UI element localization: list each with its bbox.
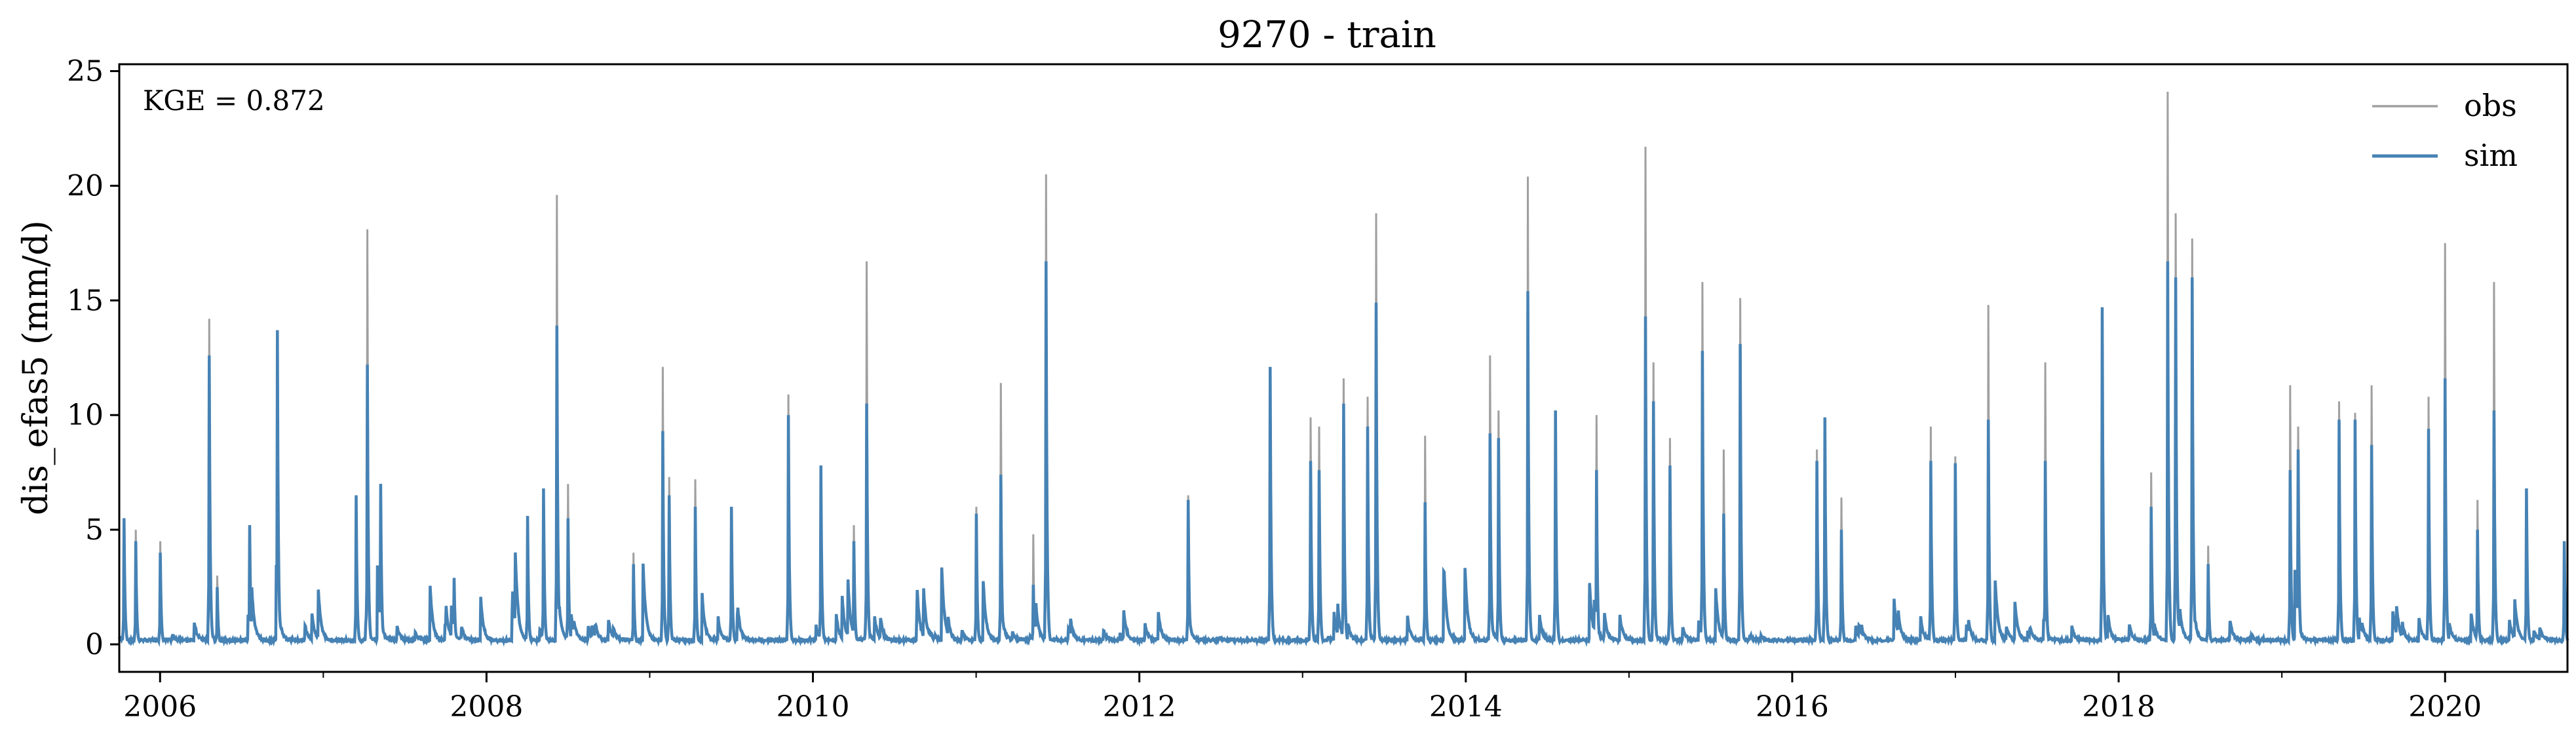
plot-area xyxy=(117,63,2569,673)
x-tick-label: 2010 xyxy=(777,690,850,724)
x-tick-label: 2016 xyxy=(1756,690,1829,724)
x-tick-label: 2006 xyxy=(123,690,197,724)
legend: obs sim xyxy=(2372,88,2518,173)
legend-obs-label: obs xyxy=(2464,88,2517,123)
y-tick-label: 25 xyxy=(67,54,104,88)
y-tick-label: 10 xyxy=(67,399,104,432)
y-tick-label: 15 xyxy=(67,284,104,317)
series-sim-group xyxy=(117,261,2569,648)
x-tick-label: 2018 xyxy=(2082,690,2155,724)
kge-annotation: KGE = 0.872 xyxy=(143,85,325,117)
y-tick-label: 0 xyxy=(85,628,104,661)
x-tick-label: 2012 xyxy=(1103,690,1176,724)
y-axis: 0 5 10 15 20 25 xyxy=(67,54,119,661)
x-tick-label: 2020 xyxy=(2408,690,2482,724)
y-tick-label: 5 xyxy=(85,513,104,547)
x-axis: 2006 2008 2010 2012 2014 2016 2018 2020 xyxy=(123,672,2482,724)
y-axis-label: dis_efas5 (mm/d) xyxy=(16,220,56,515)
chart-title: 9270 - train xyxy=(1218,14,1436,56)
y-tick-label: 20 xyxy=(67,169,104,203)
legend-sim-label: sim xyxy=(2464,138,2518,173)
x-tick-label: 2014 xyxy=(1429,690,1503,724)
x-tick-label: 2008 xyxy=(450,690,523,724)
series-sim-line xyxy=(117,261,2569,648)
plot-frame xyxy=(118,63,2569,673)
